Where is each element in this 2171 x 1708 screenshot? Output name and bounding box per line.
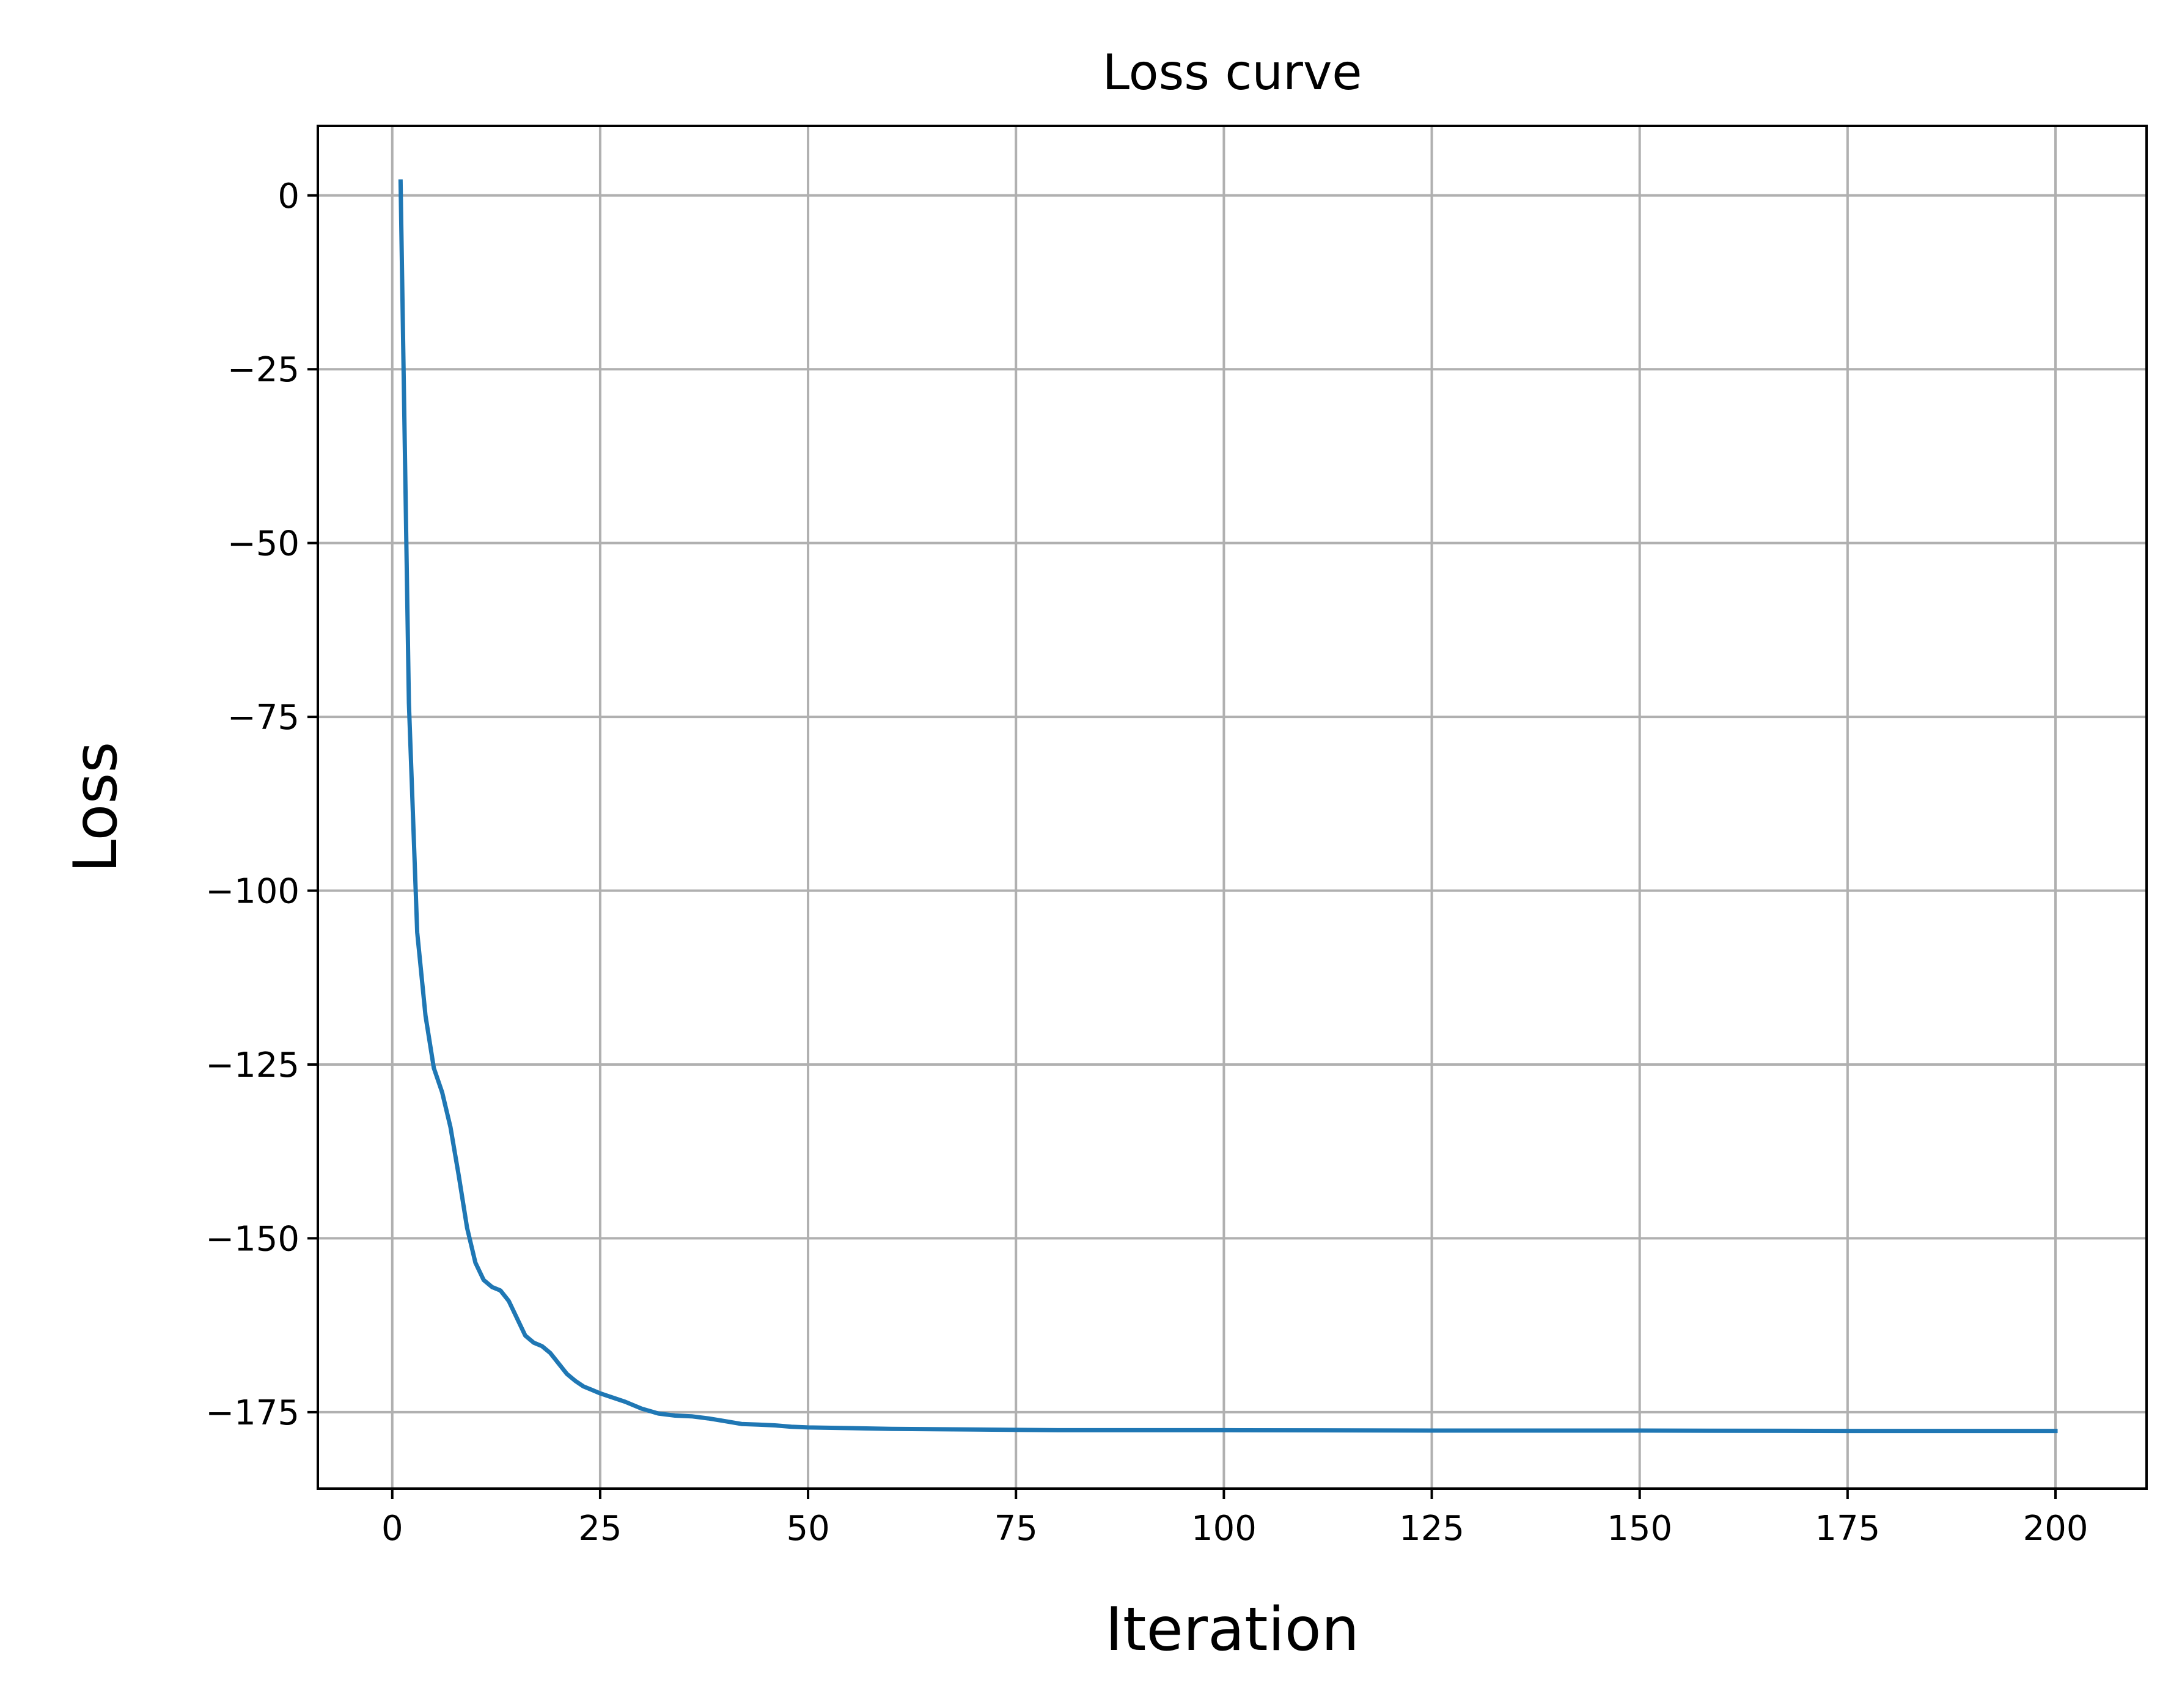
x-tick-label: 50 xyxy=(786,1509,829,1549)
y-tick-label: −125 xyxy=(205,1046,299,1085)
y-tick-label: −100 xyxy=(205,872,299,912)
x-tick-label: 125 xyxy=(1399,1509,1464,1549)
grid-lines xyxy=(318,126,2147,1489)
x-tick-label: 150 xyxy=(1607,1509,1672,1549)
x-tick-label: 0 xyxy=(381,1509,403,1549)
loss-series-line xyxy=(398,179,2058,1434)
y-tick-label: −75 xyxy=(227,698,299,738)
x-tick-label: 200 xyxy=(2023,1509,2088,1549)
plot-area-frame xyxy=(317,125,2148,1490)
x-tick-label: 175 xyxy=(1815,1509,1880,1549)
y-axis-label: Loss xyxy=(61,742,131,873)
y-tick-label: −50 xyxy=(227,524,299,564)
x-tick-label: 100 xyxy=(1191,1509,1257,1549)
y-tick-label: −150 xyxy=(205,1219,299,1259)
y-axis-ticks: 0 −25 −50 −75 −100 −125 −150 −175 xyxy=(205,177,318,1433)
y-tick-label: −25 xyxy=(227,350,299,390)
x-tick-label: 25 xyxy=(578,1509,622,1549)
chart-title: Loss curve xyxy=(1102,44,1362,101)
x-tick-label: 75 xyxy=(994,1509,1038,1549)
y-tick-label: 0 xyxy=(277,177,299,216)
series-layer xyxy=(398,179,2058,1434)
x-axis-ticks: 0 25 50 75 100 125 150 175 200 xyxy=(381,1489,2088,1549)
x-axis-label: Iteration xyxy=(1105,1595,1359,1665)
y-tick-label: −175 xyxy=(205,1393,299,1433)
